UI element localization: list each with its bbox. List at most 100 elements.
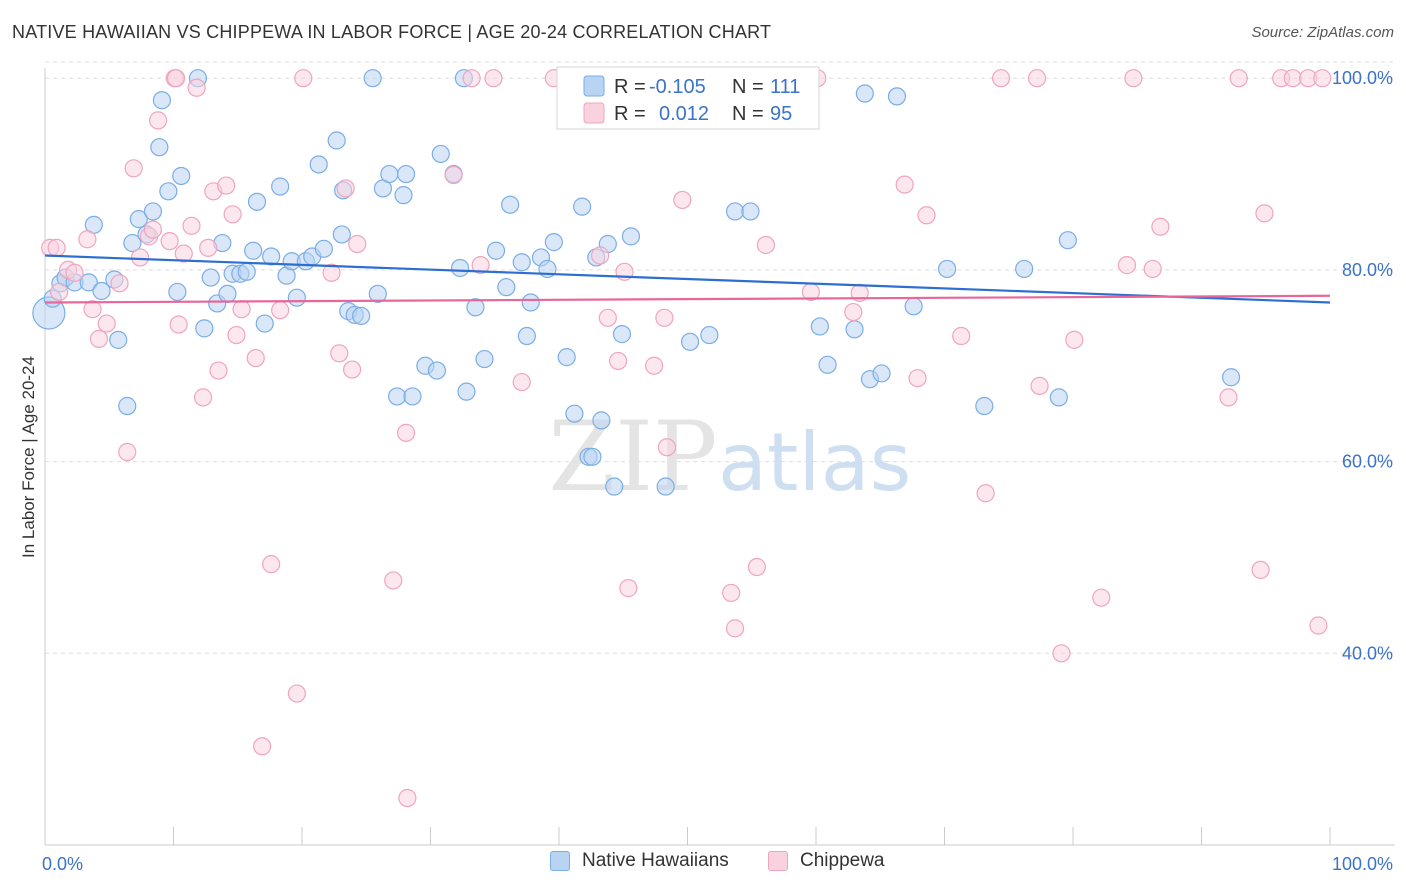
- native-hawaiians-point: [512, 253, 531, 272]
- native-hawaiians-point: [168, 282, 187, 302]
- native-hawaiians-point: [129, 209, 148, 229]
- native-hawaiians-point: [287, 288, 306, 307]
- chippewa-point: [271, 301, 290, 320]
- chippewa-point: [991, 69, 1011, 88]
- native-hawaiians-point: [845, 320, 864, 339]
- legend-item-chippewa[interactable]: Chippewa: [768, 850, 885, 872]
- chippewa-point: [1151, 217, 1170, 236]
- native-hawaiians-point: [92, 281, 111, 301]
- native-hawaiians-point: [818, 355, 837, 374]
- native-hawaiians-point: [517, 326, 536, 346]
- legend-label: Native Hawaiians: [582, 850, 729, 871]
- chippewa-point: [952, 326, 971, 346]
- native-hawaiians-point: [450, 258, 470, 278]
- native-hawaiians-point: [937, 259, 957, 279]
- native-hawaiians-point: [327, 131, 346, 150]
- chippewa-point: [83, 300, 102, 319]
- legend-swatch: [768, 851, 788, 871]
- native-hawaiians-point: [700, 325, 719, 345]
- chippewa-point: [1030, 376, 1049, 395]
- chippewa-point: [673, 190, 692, 210]
- chippewa-point: [1229, 69, 1248, 88]
- native-hawaiians-point: [565, 404, 584, 423]
- chippewa-point: [484, 69, 503, 88]
- chippewa-point: [619, 579, 638, 598]
- native-hawaiians-point: [557, 348, 576, 367]
- native-hawaiians-point: [457, 382, 476, 401]
- chippewa-point: [1251, 560, 1270, 580]
- trend-lines: [44, 254, 1331, 304]
- chippewa-point: [908, 369, 927, 388]
- native-hawaiians-point: [396, 164, 416, 184]
- chippewa-point: [844, 302, 863, 322]
- chippewa-point: [1219, 388, 1238, 407]
- chippewa-point: [1027, 69, 1047, 88]
- native-hawaiians-point: [387, 387, 407, 406]
- chippewa-point: [130, 248, 150, 267]
- chippewa-point: [1309, 616, 1328, 635]
- legend-swatch-native-hawaiians: [583, 75, 605, 97]
- chippewa-point: [1092, 588, 1111, 607]
- chippewa-point: [287, 684, 306, 703]
- chippewa-point: [1283, 69, 1302, 88]
- native-hawaiians-point: [314, 239, 333, 258]
- native-hawaiians-point: [810, 317, 829, 336]
- chippewa-point: [124, 159, 143, 178]
- native-hawaiians-point: [201, 268, 220, 287]
- chippewa-point: [110, 274, 129, 293]
- native-hawaiians-point: [592, 411, 611, 430]
- native-hawaiians-point: [237, 262, 256, 281]
- chippewa-point: [232, 300, 251, 319]
- native-hawaiians-point: [855, 84, 874, 103]
- chippewa-point: [253, 737, 272, 756]
- chippewa-point: [160, 232, 179, 251]
- chippewa-point: [50, 282, 69, 302]
- native-hawaiians-point: [255, 314, 274, 333]
- chippewa-point: [97, 314, 116, 333]
- legend-n-value-2: 95: [770, 103, 792, 125]
- native-hawaiians-point: [152, 91, 172, 110]
- native-hawaiians-point: [123, 233, 142, 253]
- native-hawaiians-point: [475, 349, 494, 369]
- native-hawaiians-point: [109, 330, 128, 349]
- chippewa-point: [657, 438, 677, 457]
- tick-labels: 40.0% 60.0% 80.0% 100.0% 0.0% 100.0%: [42, 68, 1393, 874]
- native-hawaiians-point: [403, 387, 422, 406]
- chippewa-point: [644, 356, 664, 375]
- chippewa-point: [512, 372, 531, 392]
- chippewa-point: [246, 348, 265, 368]
- legend-n-label-1: N =: [732, 76, 764, 98]
- y-tick-label: 40.0%: [1342, 643, 1393, 663]
- native-hawaiians-point: [244, 241, 263, 260]
- y-tick-label: 80.0%: [1342, 260, 1393, 280]
- legend-n-label-2: N =: [732, 103, 764, 125]
- chippewa-point: [148, 111, 168, 130]
- stats-legend: R = -0.105 N = 111 R = 0.012 N = 95: [556, 66, 820, 130]
- native-hawaiians-point: [380, 164, 399, 184]
- chart-title: NATIVE HAWAIIAN VS CHIPPEWA IN LABOR FOR…: [12, 22, 772, 42]
- legend-item-native-hawaiians[interactable]: Native Hawaiians: [550, 850, 729, 872]
- native-hawaiians-point: [612, 325, 632, 344]
- y-tick-label: 100.0%: [1332, 68, 1393, 88]
- chippewa-point: [217, 176, 236, 195]
- native-hawaiians-point: [605, 477, 624, 496]
- legend-r-value-1: -0.105: [649, 76, 706, 98]
- native-hawaiians-point: [466, 298, 485, 317]
- chippewa-point: [174, 244, 193, 263]
- chippewa-point: [384, 571, 403, 590]
- chippewa-point: [1052, 644, 1071, 663]
- bottom-legend: Native Hawaiians Chippewa: [0, 850, 1406, 880]
- native-hawaiians-point: [872, 364, 891, 383]
- trend-line-native-hawaiians: [44, 254, 1331, 304]
- chippewa-point: [462, 69, 481, 88]
- native-hawaiians-point: [680, 332, 700, 351]
- native-hawaiians-point: [352, 306, 371, 326]
- native-hawaiians-point: [143, 202, 163, 221]
- chippewa-point: [322, 263, 341, 282]
- native-hawaiians-point: [427, 361, 447, 380]
- axes: [44, 68, 1395, 846]
- native-hawaiians-point: [904, 297, 923, 316]
- chippewa-point: [655, 308, 674, 327]
- chippewa-point: [1065, 330, 1084, 349]
- chippewa-point: [193, 388, 213, 407]
